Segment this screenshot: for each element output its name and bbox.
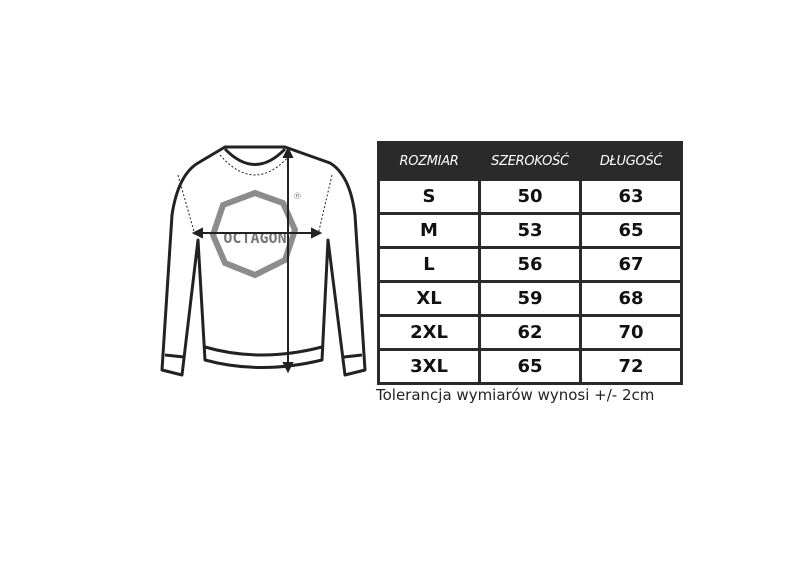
header-width: SZEROKOŚĆ bbox=[481, 144, 579, 178]
width-cell: 56 bbox=[481, 249, 579, 280]
table-row: S 50 63 bbox=[380, 181, 680, 212]
header-length: DŁUGOŚĆ bbox=[582, 144, 680, 178]
length-cell: 67 bbox=[582, 249, 680, 280]
size-cell: L bbox=[380, 249, 478, 280]
size-cell: XL bbox=[380, 283, 478, 314]
tolerance-note: Tolerancja wymiarów wynosi +/- 2cm bbox=[376, 386, 655, 404]
header-size: ROZMIAR bbox=[380, 144, 478, 178]
size-cell: M bbox=[380, 215, 478, 246]
table-row: M 53 65 bbox=[380, 215, 680, 246]
left-cuff bbox=[164, 353, 185, 359]
sweater-illustration: OCTAGON ® bbox=[160, 145, 367, 377]
logo-text: OCTAGON bbox=[223, 229, 286, 247]
length-cell: 70 bbox=[582, 317, 680, 348]
length-cell: 63 bbox=[582, 181, 680, 212]
table-row: XL 59 68 bbox=[380, 283, 680, 314]
sweater-outline bbox=[160, 145, 367, 377]
width-cell: 59 bbox=[481, 283, 579, 314]
waistband bbox=[204, 345, 323, 357]
size-table: ROZMIAR SZEROKOŚĆ DŁUGOŚĆ S 50 63 M 53 65 L 56 6… bbox=[377, 141, 683, 385]
width-cell: 53 bbox=[481, 215, 579, 246]
length-cell: 68 bbox=[582, 283, 680, 314]
table-row: 2XL 62 70 bbox=[380, 317, 680, 348]
width-cell: 65 bbox=[481, 351, 579, 382]
size-cell: 2XL bbox=[380, 317, 478, 348]
table-header-row: ROZMIAR SZEROKOŚĆ DŁUGOŚĆ bbox=[380, 144, 680, 178]
size-cell: S bbox=[380, 181, 478, 212]
width-cell: 50 bbox=[481, 181, 579, 212]
table-row: 3XL 65 72 bbox=[380, 351, 680, 382]
size-cell: 3XL bbox=[380, 351, 478, 382]
width-cell: 62 bbox=[481, 317, 579, 348]
svg-text:®: ® bbox=[293, 192, 302, 202]
table-row: L 56 67 bbox=[380, 249, 680, 280]
collar bbox=[223, 147, 287, 166]
length-cell: 65 bbox=[582, 215, 680, 246]
right-cuff bbox=[343, 353, 363, 359]
length-cell: 72 bbox=[582, 351, 680, 382]
